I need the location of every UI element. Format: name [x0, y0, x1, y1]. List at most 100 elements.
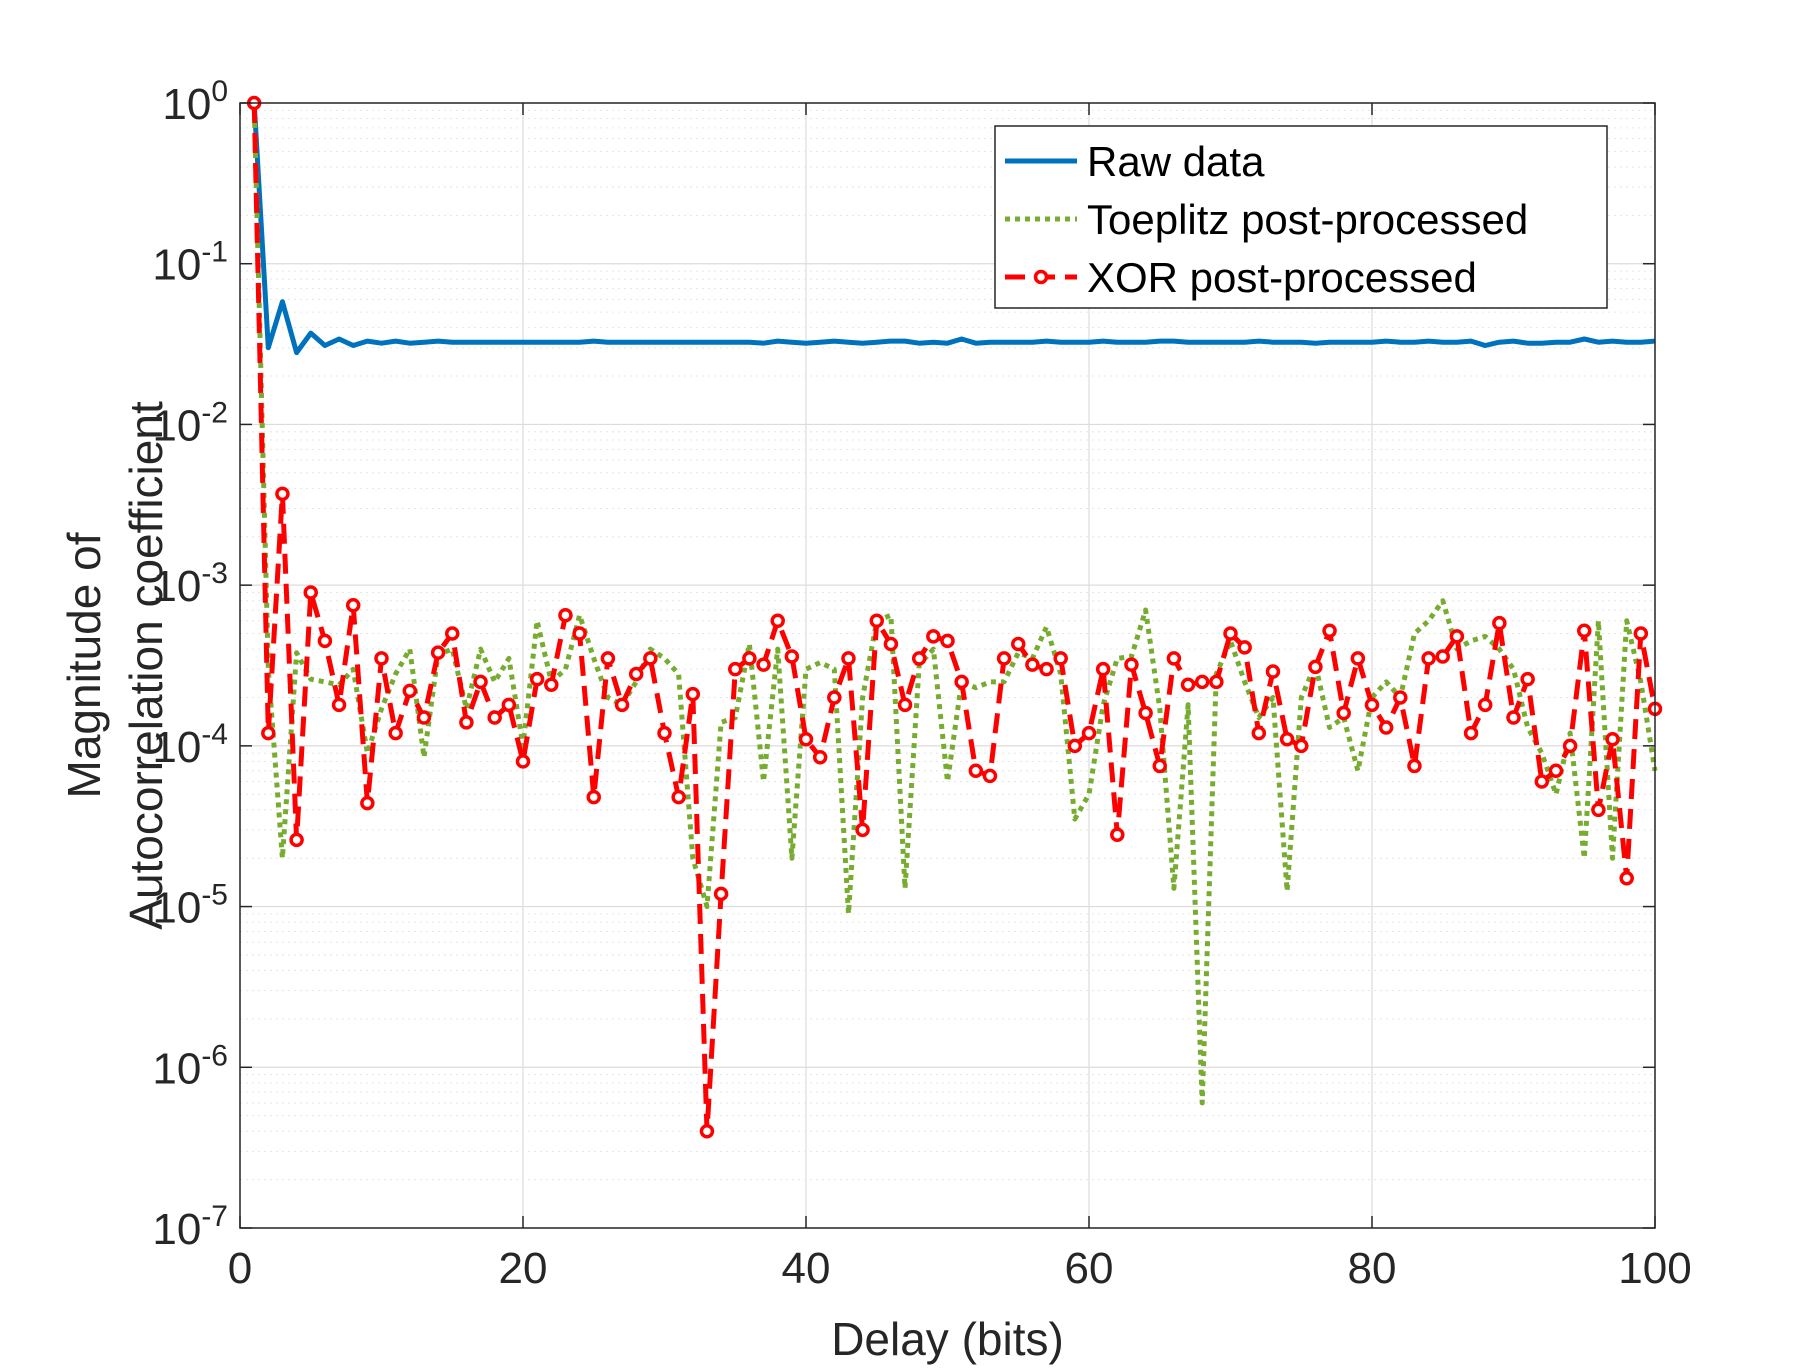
x-tick-label: 100	[1618, 1244, 1691, 1293]
data-point	[614, 697, 630, 713]
data-point	[1011, 636, 1026, 652]
series-layer	[246, 95, 1663, 1139]
data-point	[275, 486, 290, 502]
data-point	[982, 768, 998, 784]
data-point	[1591, 802, 1606, 818]
data-point	[728, 661, 743, 677]
data-point	[558, 607, 573, 623]
y-tick-exponent: -7	[201, 1200, 228, 1233]
data-point	[827, 690, 842, 705]
y-tick-base: 10	[152, 1044, 201, 1093]
data-point	[586, 789, 601, 805]
data-point	[883, 636, 899, 652]
y-tick-exponent: -1	[201, 236, 228, 269]
data-point	[643, 651, 658, 666]
y-tick-base: 10	[152, 562, 201, 611]
data-point	[968, 763, 984, 779]
series-line-3	[251, 102, 1658, 1134]
data-point	[784, 649, 800, 664]
data-point	[1180, 677, 1196, 693]
data-point	[345, 597, 361, 613]
data-point	[770, 613, 785, 629]
data-point	[1633, 626, 1649, 641]
data-point	[713, 886, 729, 902]
data-point	[1619, 871, 1634, 886]
y-tick-label: 10-4	[152, 718, 228, 772]
data-point	[1265, 664, 1281, 679]
y-tick-label: 10-3	[152, 557, 228, 611]
y-tick-exponent: -3	[201, 557, 228, 590]
data-point	[897, 697, 913, 713]
data-point	[1110, 827, 1125, 842]
data-point	[1237, 640, 1252, 655]
data-point	[445, 626, 460, 641]
data-point	[1294, 738, 1309, 754]
y-tick-label: 10-1	[152, 236, 228, 290]
y-tick-base: 10	[152, 401, 201, 450]
legend: Raw data Toeplitz post-processed XOR post-…	[994, 125, 1608, 309]
data-point	[1477, 697, 1493, 713]
series-line-1	[251, 102, 1656, 356]
data-point	[1279, 731, 1295, 747]
data-point	[388, 725, 403, 741]
data-point	[374, 651, 389, 666]
axes	[239, 102, 1656, 1229]
y-tick-exponent: -6	[201, 1039, 228, 1072]
data-point	[1421, 651, 1436, 666]
data-point	[261, 725, 276, 741]
data-point	[1039, 661, 1054, 677]
x-tick-label: 20	[499, 1244, 548, 1293]
data-point	[487, 710, 502, 725]
data-point	[1562, 738, 1578, 754]
axes-box	[239, 102, 1656, 1229]
y-tick-exponent: -5	[201, 879, 228, 912]
data-point	[1223, 626, 1238, 641]
data-point	[289, 832, 304, 848]
data-point	[459, 715, 474, 730]
data-point	[1463, 725, 1479, 741]
data-point	[303, 585, 318, 600]
data-point	[996, 651, 1012, 666]
data-point	[1393, 690, 1408, 705]
data-point	[812, 749, 828, 765]
data-point	[1124, 657, 1139, 672]
y-tick-base: 10	[152, 884, 201, 933]
data-point	[317, 633, 333, 649]
data-point	[1605, 731, 1620, 747]
x-tick-labels: 0 20 40 60 80 100	[228, 1244, 1692, 1293]
data-point	[360, 795, 375, 811]
y-tick-label: 100	[162, 75, 228, 129]
legend-label-2: Toeplitz post-processed	[1087, 196, 1528, 243]
data-point	[1194, 674, 1210, 690]
data-point	[501, 697, 517, 713]
data-point	[1336, 705, 1351, 721]
data-point	[1322, 623, 1337, 639]
data-point	[1506, 710, 1521, 725]
data-point	[1166, 651, 1182, 666]
y-axis-label-line-1: Magnitude of	[58, 532, 110, 798]
data-point	[416, 710, 432, 725]
data-point	[926, 629, 941, 644]
data-point	[1025, 657, 1040, 672]
legend-label-1: Raw data	[1087, 138, 1265, 185]
data-point	[685, 686, 701, 702]
y-tick-exponent: -2	[201, 396, 228, 429]
y-tick-base: 10	[162, 80, 211, 129]
x-tick-label: 40	[782, 1244, 831, 1293]
data-point	[1364, 697, 1380, 713]
y-tick-label: 10-2	[152, 396, 228, 450]
y-axis-label-line-2: Autocorrelation coefficient	[120, 401, 172, 930]
data-point	[1520, 671, 1535, 687]
data-point	[544, 677, 559, 693]
data-point	[1577, 623, 1592, 639]
legend-box	[994, 125, 1608, 309]
y-tick-base: 10	[152, 1205, 201, 1254]
data-point	[628, 666, 644, 682]
data-point	[756, 657, 771, 672]
y-tick-label: 10-6	[152, 1039, 228, 1093]
data-point	[529, 671, 545, 687]
data-point	[1534, 774, 1550, 789]
x-axis-label: Delay (bits)	[831, 1313, 1064, 1365]
data-point	[940, 633, 955, 649]
